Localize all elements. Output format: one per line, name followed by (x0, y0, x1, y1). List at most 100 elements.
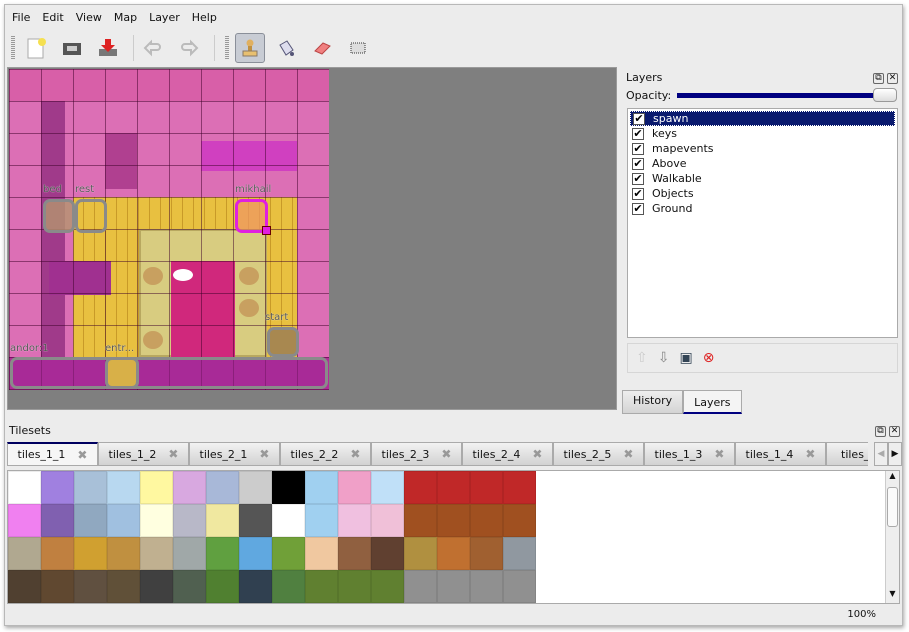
tile[interactable] (470, 570, 503, 603)
tileset-tab[interactable]: tiles_1_3 ✖ (644, 442, 735, 466)
map-object-bed[interactable] (43, 199, 75, 233)
tile[interactable] (305, 504, 338, 537)
tab-scroll-right-icon[interactable]: ▶ (888, 442, 902, 466)
layer-item[interactable]: ✔ mapevents (630, 141, 895, 156)
close-icon[interactable]: ✕ (889, 426, 900, 437)
tile[interactable] (404, 504, 437, 537)
tile[interactable] (272, 471, 305, 504)
menu-layer[interactable]: Layer (149, 11, 180, 24)
tile[interactable] (503, 537, 536, 570)
slider-handle[interactable] (873, 88, 897, 102)
tile[interactable] (470, 537, 503, 570)
menu-map[interactable]: Map (113, 11, 138, 24)
close-tab-icon[interactable]: ✖ (77, 447, 88, 462)
tile[interactable] (107, 537, 140, 570)
menu-help[interactable]: Help (191, 11, 217, 24)
tile[interactable] (140, 471, 173, 504)
tileset-tab[interactable]: tiles_1_4 ✖ (735, 442, 826, 466)
tileset-tab[interactable]: tiles_2_4 ✖ (462, 442, 553, 466)
layer-item[interactable]: ✔ Objects (630, 186, 895, 201)
tile[interactable] (239, 537, 272, 570)
scroll-up-icon[interactable]: ▲ (889, 471, 896, 480)
tab-scroll-left-icon[interactable]: ◀ (874, 442, 888, 466)
tab-layers[interactable]: Layers (683, 390, 742, 414)
tile[interactable] (206, 471, 239, 504)
menu-edit[interactable]: Edit (42, 11, 64, 24)
map-object-start[interactable] (267, 327, 299, 357)
tileset-tab[interactable]: tiles_2_1 ✖ (189, 442, 280, 466)
tile[interactable] (437, 570, 470, 603)
close-tab-icon[interactable]: ✖ (441, 447, 452, 461)
tile[interactable] (272, 570, 305, 603)
tile[interactable] (107, 471, 140, 504)
toolbar-grip[interactable] (11, 36, 15, 60)
visibility-checkbox[interactable]: ✔ (632, 201, 644, 215)
tile[interactable] (272, 537, 305, 570)
tile[interactable] (41, 537, 74, 570)
tileset-view[interactable]: ▲ ▼ (7, 470, 900, 604)
scroll-thumb[interactable] (887, 487, 898, 527)
menu-file[interactable]: File (12, 11, 31, 24)
stamp-brush-button[interactable] (235, 33, 265, 63)
tile[interactable] (338, 570, 371, 603)
save-button[interactable] (93, 33, 123, 63)
opacity-slider[interactable] (677, 88, 897, 102)
tile[interactable] (206, 570, 239, 603)
close-tab-icon[interactable]: ✖ (623, 447, 634, 461)
tile[interactable] (371, 504, 404, 537)
layer-item[interactable]: ✔ Walkable (630, 171, 895, 186)
duplicate-layer-icon[interactable]: ▣ (679, 350, 693, 366)
layer-item[interactable]: ✔ Ground (630, 201, 895, 216)
tileset-tab[interactable]: tiles_1_1 ✖ (7, 442, 98, 466)
float-icon[interactable]: ⧉ (875, 426, 886, 437)
tile[interactable] (74, 504, 107, 537)
map-canvas[interactable]: bed rest mikhail start andor:1 entr... (9, 69, 329, 390)
raise-layer-icon[interactable]: ⇧ (636, 350, 648, 366)
tile[interactable] (107, 570, 140, 603)
tile[interactable] (173, 537, 206, 570)
bucket-fill-button[interactable] (271, 33, 301, 63)
layer-item[interactable]: ✔ Above (630, 156, 895, 171)
tile[interactable] (338, 471, 371, 504)
toolbar-grip[interactable] (225, 36, 229, 60)
visibility-checkbox[interactable]: ✔ (632, 171, 644, 185)
tileset-tab[interactable]: tiles_2_5 ✖ (553, 442, 644, 466)
menu-view[interactable]: View (75, 11, 102, 24)
tile[interactable] (503, 504, 536, 537)
tab-history[interactable]: History (622, 390, 684, 414)
close-tab-icon[interactable]: ✖ (805, 447, 816, 461)
tile-grid[interactable] (8, 471, 536, 603)
map-object-andor[interactable] (10, 357, 328, 389)
lower-layer-icon[interactable]: ⇩ (657, 350, 670, 366)
tile[interactable] (74, 471, 107, 504)
tile[interactable] (305, 570, 338, 603)
tile[interactable] (8, 537, 41, 570)
tile[interactable] (8, 471, 41, 504)
map-object-entrance[interactable] (105, 357, 139, 389)
tile[interactable] (41, 504, 74, 537)
close-icon[interactable]: ✕ (887, 73, 898, 84)
visibility-checkbox[interactable]: ✔ (632, 156, 644, 170)
tileset-tab[interactable]: tiles_2_2 ✖ (280, 442, 371, 466)
scroll-down-icon[interactable]: ▼ (889, 589, 896, 598)
tile[interactable] (74, 537, 107, 570)
resize-handle[interactable] (262, 226, 271, 235)
close-tab-icon[interactable]: ✖ (259, 447, 270, 461)
layer-list[interactable]: ✔ spawn ✔ keys ✔ mapevents ✔ Above ✔ Walkable ✔ Obj… (627, 108, 898, 338)
close-tab-icon[interactable]: ✖ (714, 447, 725, 461)
close-tab-icon[interactable]: ✖ (532, 447, 543, 461)
visibility-checkbox[interactable]: ✔ (632, 186, 644, 200)
tile[interactable] (8, 570, 41, 603)
tile[interactable] (437, 471, 470, 504)
map-view[interactable]: bed rest mikhail start andor:1 entr... (7, 67, 617, 410)
visibility-checkbox[interactable]: ✔ (632, 141, 644, 155)
tile[interactable] (140, 504, 173, 537)
tile[interactable] (371, 570, 404, 603)
tile[interactable] (503, 570, 536, 603)
tile[interactable] (239, 471, 272, 504)
visibility-checkbox[interactable]: ✔ (633, 111, 645, 125)
layer-item[interactable]: ✔ spawn (630, 111, 895, 126)
tile[interactable] (173, 504, 206, 537)
tile[interactable] (338, 537, 371, 570)
vertical-scrollbar[interactable]: ▲ ▼ (885, 471, 899, 603)
